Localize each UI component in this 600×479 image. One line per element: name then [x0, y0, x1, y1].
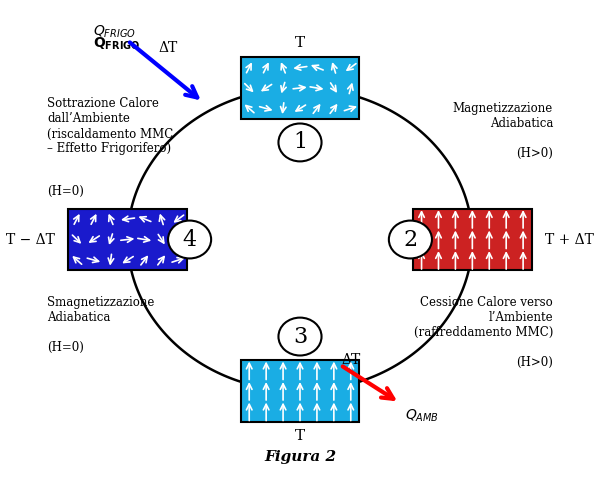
- FancyBboxPatch shape: [68, 209, 187, 270]
- Text: Sottrazione Calore
dall’Ambiente
(riscaldamento MMC
– Effetto Frigorifero): Sottrazione Calore dall’Ambiente (riscal…: [47, 97, 173, 156]
- Circle shape: [389, 220, 432, 259]
- Text: $\mathbf{Q_{FRIGO}}$: $\mathbf{Q_{FRIGO}}$: [92, 36, 140, 52]
- Text: 3: 3: [293, 326, 307, 348]
- Text: $Q_{FRIGO}$: $Q_{FRIGO}$: [92, 24, 136, 41]
- Text: (H=0): (H=0): [47, 185, 84, 198]
- Text: T: T: [295, 36, 305, 50]
- Text: 1: 1: [293, 131, 307, 153]
- Text: ΔT: ΔT: [341, 353, 361, 367]
- Circle shape: [168, 220, 211, 259]
- Text: Magnetizzazione
Adiabatica

(H>0): Magnetizzazione Adiabatica (H>0): [453, 102, 553, 160]
- FancyBboxPatch shape: [241, 57, 359, 119]
- Circle shape: [278, 318, 322, 355]
- Text: T − ΔT: T − ΔT: [6, 232, 55, 247]
- Text: 2: 2: [403, 228, 418, 251]
- Text: ΔT: ΔT: [158, 41, 178, 55]
- Text: T + ΔT: T + ΔT: [545, 232, 594, 247]
- Text: Cessione Calore verso
l’Ambiente
(raffreddamento MMC)

(H>0): Cessione Calore verso l’Ambiente (raffre…: [414, 297, 553, 369]
- FancyBboxPatch shape: [241, 360, 359, 422]
- Circle shape: [278, 124, 322, 161]
- Text: Smagnetizzazione
Adiabatica

(H=0): Smagnetizzazione Adiabatica (H=0): [47, 297, 154, 354]
- FancyBboxPatch shape: [413, 209, 532, 270]
- Text: $Q_{AMB}$: $Q_{AMB}$: [405, 408, 439, 424]
- Text: Figura 2: Figura 2: [264, 450, 336, 464]
- Text: T: T: [295, 429, 305, 443]
- Text: 4: 4: [182, 228, 197, 251]
